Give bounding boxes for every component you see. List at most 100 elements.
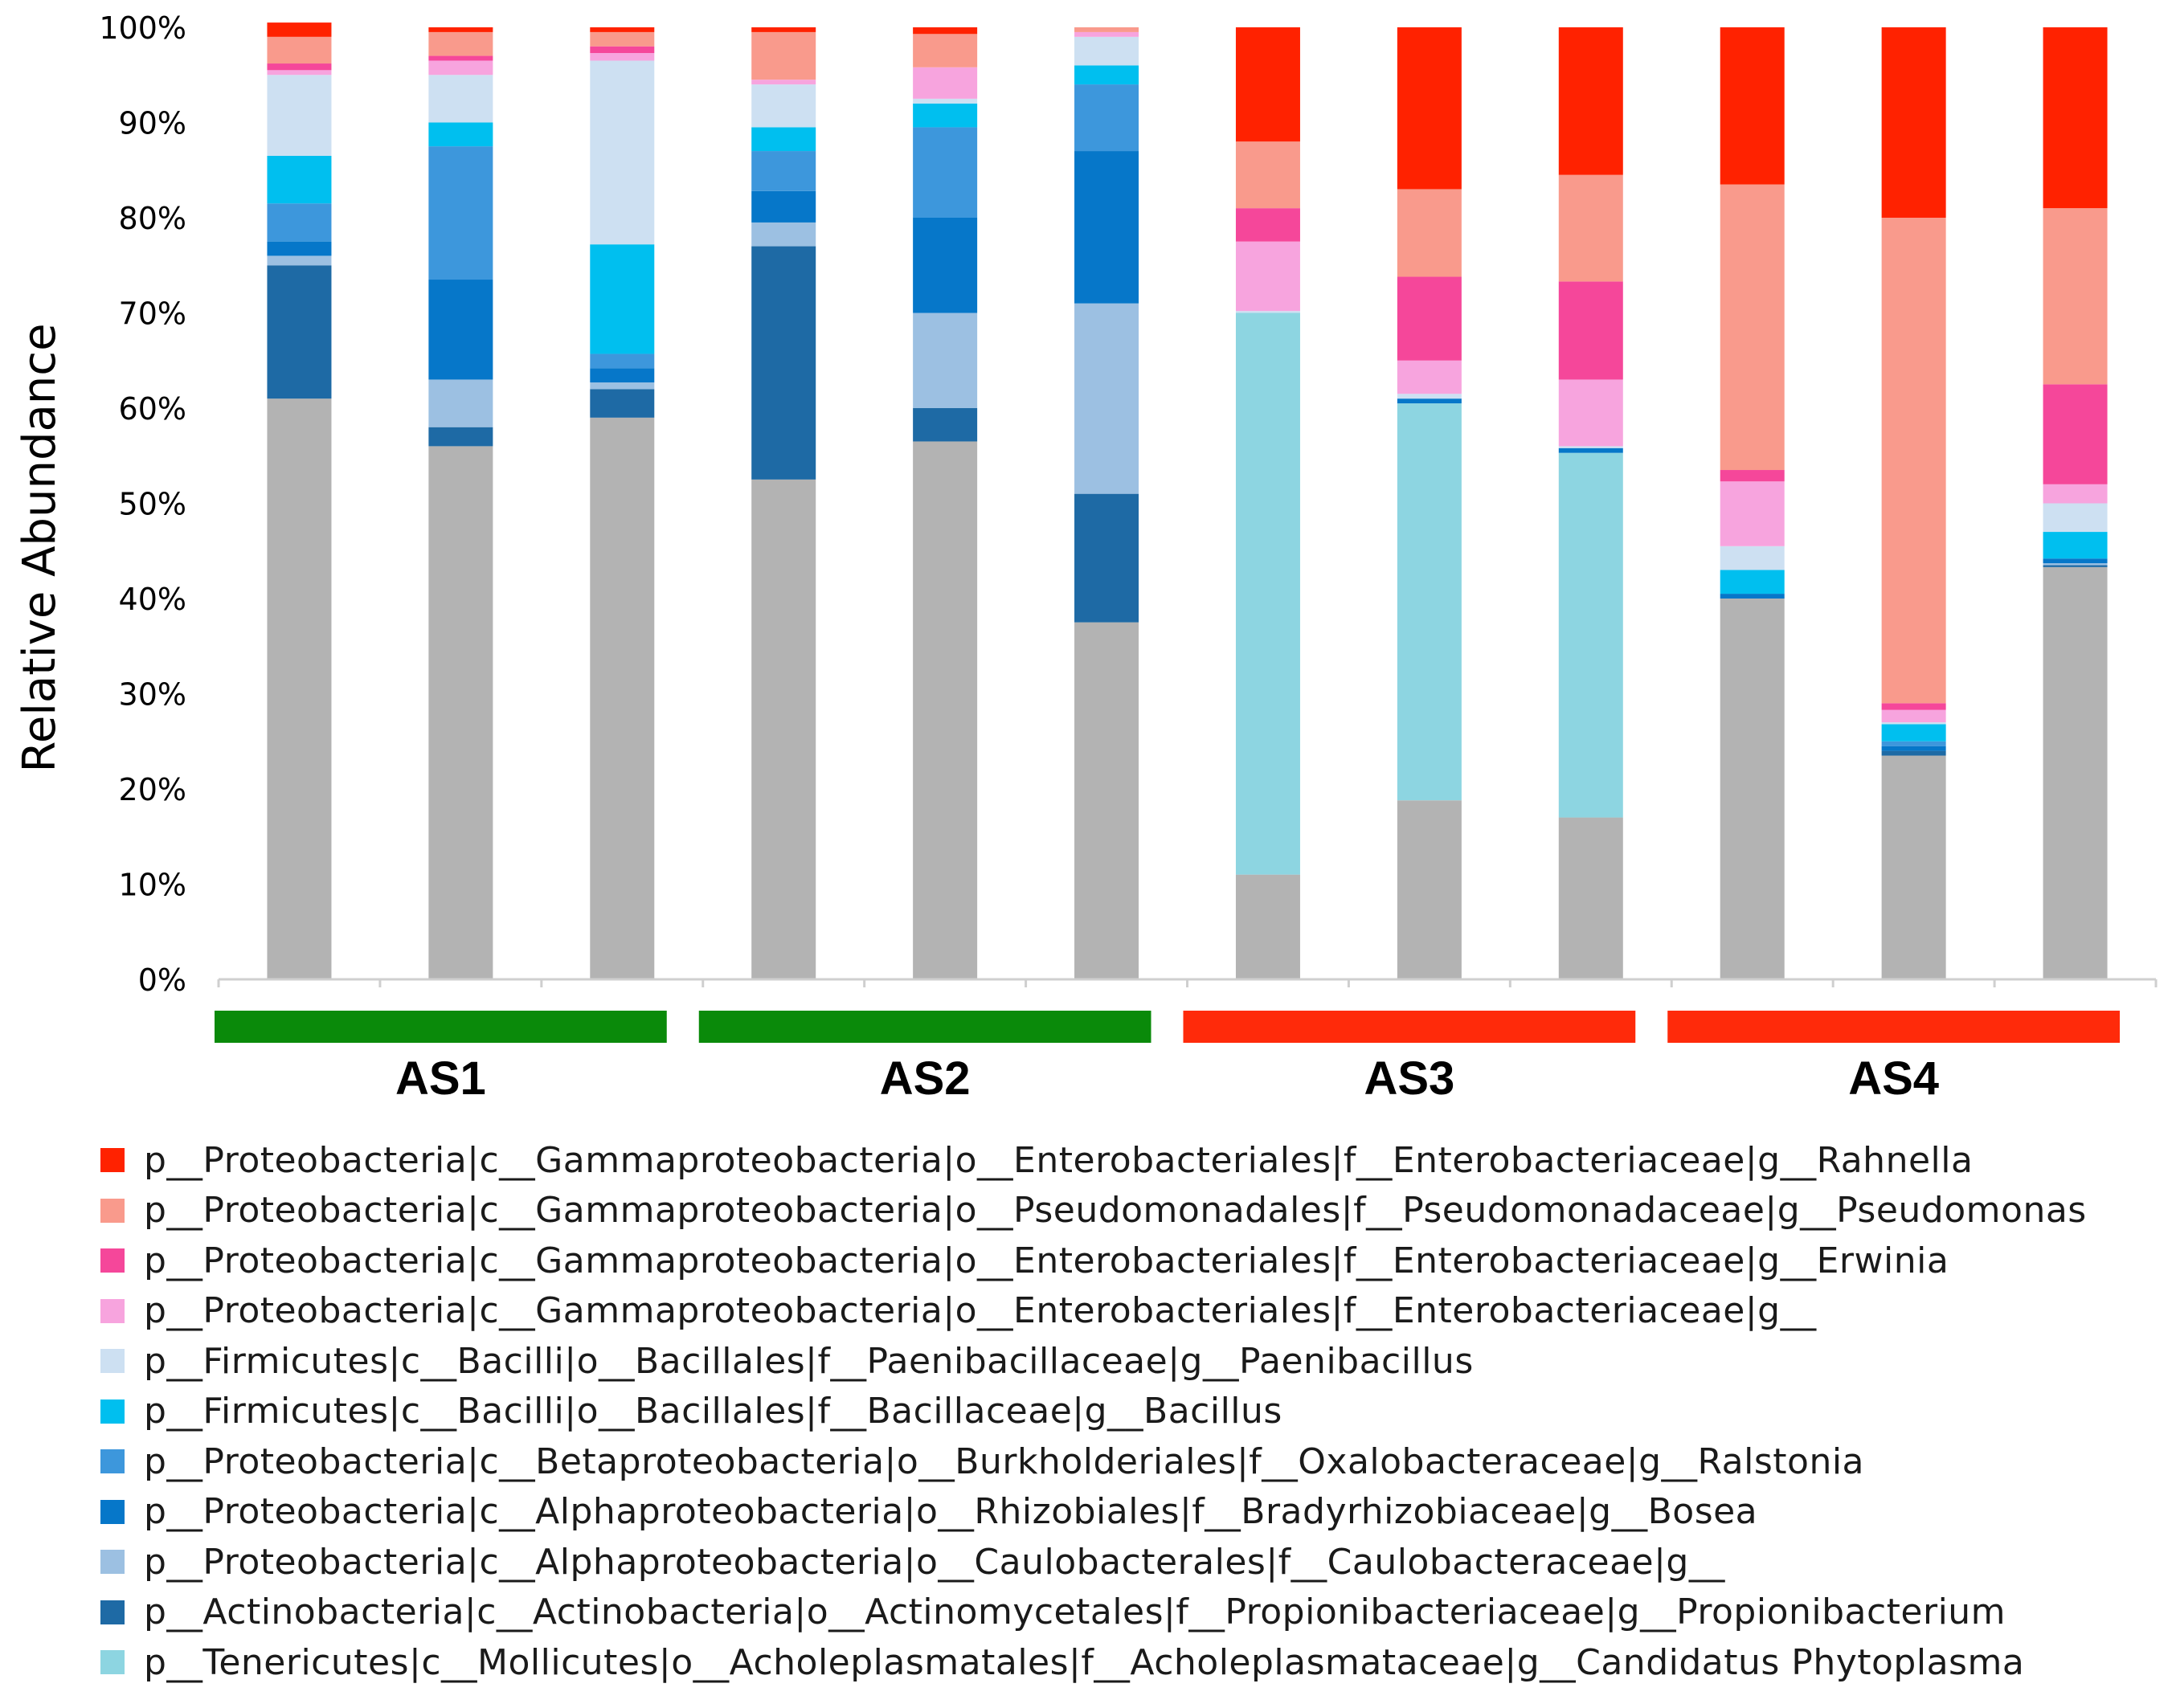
bar-segment-paenibacillus xyxy=(267,75,332,156)
bar-segment-bacillus xyxy=(1720,570,1785,595)
bar-segment-caulobacteraceae xyxy=(1074,303,1139,494)
bar-segment-pseudomonas xyxy=(1074,27,1139,32)
bar-segment-propionibacterium xyxy=(751,246,816,480)
legend-swatch xyxy=(100,1600,125,1624)
group-label: AS4 xyxy=(1848,1052,1939,1105)
bar-segment-other xyxy=(1881,755,1946,979)
bar-segment-enterobacteriaceae xyxy=(590,52,655,61)
legend-label: p__Firmicutes|c__Bacilli|o__Bacillales|f… xyxy=(144,1391,1282,1432)
legend-item: p__Proteobacteria|c__Gammaproteobacteria… xyxy=(100,1186,2158,1236)
legend-item: p__Proteobacteria|c__Alphaproteobacteria… xyxy=(100,1537,2158,1587)
bar-segment-pseudomonas xyxy=(1720,184,1785,471)
legend-swatch xyxy=(100,1198,125,1223)
group-label: AS1 xyxy=(395,1052,486,1105)
legend-swatch xyxy=(100,1349,125,1374)
bar-segment-enterobacteriaceae xyxy=(751,80,816,85)
legend-item: p__Firmicutes|c__Bacilli|o__Bacillales|f… xyxy=(100,1387,2158,1437)
bar-segment-pseudomonas xyxy=(428,31,493,56)
legend-swatch xyxy=(100,1298,125,1323)
stacked-bar xyxy=(1558,27,1623,979)
bar-segment-propionibacterium xyxy=(913,408,978,442)
legend-label: p__Proteobacteria|c__Gammaproteobacteria… xyxy=(144,1290,1817,1332)
stacked-bar xyxy=(2043,27,2108,979)
y-tick-label: 100% xyxy=(99,10,186,46)
legend-item: p__Tenericutes|c__Mollicutes|o__Acholepl… xyxy=(100,1637,2158,1688)
bar-segment-bacillus xyxy=(2043,532,2108,559)
y-tick-label: 70% xyxy=(119,296,186,332)
y-tick-label: 40% xyxy=(119,582,186,617)
bar-segment-ralstonia xyxy=(1881,741,1946,746)
y-tick-label: 50% xyxy=(119,487,186,522)
y-tick-label: 30% xyxy=(119,677,186,713)
legend-label: p__Tenericutes|c__Mollicutes|o__Acholepl… xyxy=(144,1641,2025,1683)
bar-segment-rahnella xyxy=(1397,27,1462,190)
bar-segment-paenibacillus xyxy=(590,60,655,245)
bar-segment-propionibacterium xyxy=(267,265,332,399)
group-bracket xyxy=(1183,1011,1636,1043)
bar-segment-ralstonia xyxy=(1074,84,1139,152)
bar-segment-caulobacteraceae xyxy=(751,222,816,247)
bar-segment-enterobacteriaceae xyxy=(1397,360,1462,394)
legend-label: p__Proteobacteria|c__Alphaproteobacteria… xyxy=(144,1491,1758,1533)
bar-segment-enterobacteriaceae xyxy=(1881,709,1946,723)
legend-item: p__Firmicutes|c__Bacilli|o__Bacillales|f… xyxy=(100,1336,2158,1387)
bar-segment-bacillus xyxy=(1881,724,1946,742)
stacked-bar xyxy=(1397,27,1462,979)
bar-segment-phytoplasma xyxy=(1558,452,1623,818)
bar-segment-bosea xyxy=(590,368,655,383)
bar-segment-erwinia xyxy=(1235,208,1300,242)
bar-segment-ralstonia xyxy=(913,127,978,218)
legend-swatch xyxy=(100,1499,125,1524)
bar-segment-bacillus xyxy=(1074,65,1139,85)
group-label: AS2 xyxy=(880,1052,971,1105)
y-axis-label: Relative Abundance xyxy=(14,323,66,772)
legend-item: p__Proteobacteria|c__Gammaproteobacteria… xyxy=(100,1286,2158,1337)
bar-segment-other xyxy=(751,479,816,979)
bar-segment-bosea xyxy=(267,241,332,256)
bar-segment-pseudomonas xyxy=(1558,174,1623,282)
bar-segment-paenibacillus xyxy=(1074,36,1139,66)
bar-segment-bacillus xyxy=(428,122,493,147)
bar-segment-rahnella xyxy=(590,27,655,32)
bar-segment-bacillus xyxy=(913,103,978,128)
bar-segment-paenibacillus xyxy=(1881,722,1946,725)
legend-label: p__Proteobacteria|c__Gammaproteobacteria… xyxy=(144,1240,1949,1281)
bar-segment-other xyxy=(267,398,332,979)
bar-segment-pseudomonas xyxy=(1397,189,1462,277)
stacked-bar xyxy=(590,27,655,979)
bar-segment-paenibacillus xyxy=(913,98,978,104)
bar-segment-bacillus xyxy=(751,127,816,152)
bar-segment-other xyxy=(1397,800,1462,979)
bar-segment-bosea xyxy=(1558,447,1623,453)
stacked-bar xyxy=(1235,27,1300,979)
bar-segment-other xyxy=(1720,599,1785,979)
bar-segment-enterobacteriaceae xyxy=(2043,484,2108,504)
bar-segment-paenibacillus xyxy=(1397,394,1462,399)
legend-label: p__Proteobacteria|c__Alphaproteobacteria… xyxy=(144,1541,1725,1583)
bar-segment-other xyxy=(590,417,655,979)
legend-swatch xyxy=(100,1248,125,1273)
bar-segment-pseudomonas xyxy=(751,31,816,80)
bar-segment-rahnella xyxy=(1720,27,1785,185)
stacked-bar xyxy=(1881,27,1946,979)
bar-segment-erwinia xyxy=(590,46,655,53)
bar-segment-other xyxy=(1235,874,1300,979)
stacked-bar xyxy=(1720,27,1785,979)
bar-segment-bosea xyxy=(1720,594,1785,599)
legend-swatch xyxy=(100,1650,125,1675)
bar-segment-ralstonia xyxy=(267,203,332,242)
bar-segment-phytoplasma xyxy=(1397,403,1462,801)
y-tick-label: 0% xyxy=(138,962,186,998)
bar-segment-bosea xyxy=(1074,151,1139,304)
bar-segment-enterobacteriaceae xyxy=(267,70,332,76)
stacked-bar xyxy=(751,27,816,979)
bar-segment-pseudomonas xyxy=(1235,141,1300,209)
y-tick-label: 60% xyxy=(119,391,186,427)
bar-segment-phytoplasma xyxy=(1235,313,1300,875)
bar-segment-bacillus xyxy=(267,155,332,204)
bar-segment-erwinia xyxy=(1397,276,1462,361)
legend-label: p__Firmicutes|c__Bacilli|o__Bacillales|f… xyxy=(144,1340,1474,1382)
bar-segment-paenibacillus xyxy=(2043,503,2108,533)
bar-segment-enterobacteriaceae xyxy=(1558,379,1623,447)
bar-segment-erwinia xyxy=(1720,470,1785,482)
